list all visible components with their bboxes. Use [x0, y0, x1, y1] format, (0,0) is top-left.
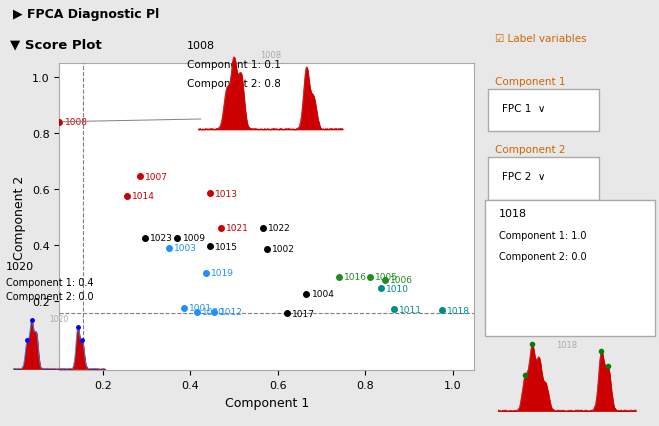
Text: ☑ Label variables: ☑ Label variables [496, 34, 587, 44]
Text: 1016: 1016 [344, 273, 367, 282]
Text: 1011: 1011 [399, 305, 422, 314]
Text: Component 1: 0.4: Component 1: 0.4 [5, 277, 93, 287]
FancyBboxPatch shape [484, 200, 656, 337]
Text: 1001: 1001 [189, 303, 212, 312]
Text: 1008: 1008 [260, 51, 281, 60]
Text: 1010: 1010 [386, 284, 409, 293]
Text: 1013: 1013 [215, 189, 239, 198]
Text: 1004: 1004 [312, 289, 334, 299]
Text: Component 2: 0.0: Component 2: 0.0 [499, 251, 587, 261]
Text: FPC 1  ∨: FPC 1 ∨ [502, 104, 546, 114]
Text: 1018: 1018 [499, 209, 527, 219]
X-axis label: Component 1: Component 1 [225, 396, 309, 409]
Text: 1023: 1023 [150, 234, 173, 243]
Text: 1005: 1005 [375, 273, 398, 282]
Text: 1003: 1003 [174, 243, 197, 253]
Text: ▼ Score Plot: ▼ Score Plot [10, 39, 101, 52]
Text: 1018: 1018 [447, 306, 470, 315]
Text: 1017: 1017 [292, 309, 315, 318]
Text: 1020: 1020 [5, 262, 34, 271]
Text: 1012: 1012 [219, 308, 243, 317]
Text: 1022: 1022 [268, 224, 291, 233]
Y-axis label: Component 2: Component 2 [13, 175, 26, 259]
Text: Component 1: 0.1: Component 1: 0.1 [187, 60, 281, 69]
Text: Component 2: 0.8: Component 2: 0.8 [187, 79, 281, 89]
FancyBboxPatch shape [488, 89, 598, 132]
Text: Component 2: Component 2 [496, 145, 566, 155]
Text: Component 1: 1.0: Component 1: 1.0 [499, 230, 587, 240]
Text: 1020: 1020 [49, 314, 69, 323]
Text: 1002: 1002 [272, 245, 295, 254]
Text: 1020: 1020 [202, 308, 225, 317]
Text: 1008: 1008 [65, 118, 88, 127]
Text: 1018: 1018 [556, 340, 577, 349]
Text: 1021: 1021 [226, 224, 249, 233]
FancyBboxPatch shape [488, 158, 598, 200]
Text: 1019: 1019 [211, 268, 234, 277]
Text: Component 2: 0.0: Component 2: 0.0 [5, 291, 93, 301]
Text: ▶ FPCA Diagnostic Pl: ▶ FPCA Diagnostic Pl [13, 9, 159, 21]
Text: 1014: 1014 [132, 192, 155, 201]
Text: 1008: 1008 [187, 40, 215, 50]
Text: 1007: 1007 [146, 173, 169, 181]
Text: FPC 2  ∨: FPC 2 ∨ [502, 172, 546, 182]
Text: Component 1: Component 1 [496, 77, 566, 86]
Text: 1015: 1015 [215, 242, 239, 251]
Text: 1006: 1006 [390, 276, 413, 285]
Text: 1009: 1009 [183, 234, 206, 243]
